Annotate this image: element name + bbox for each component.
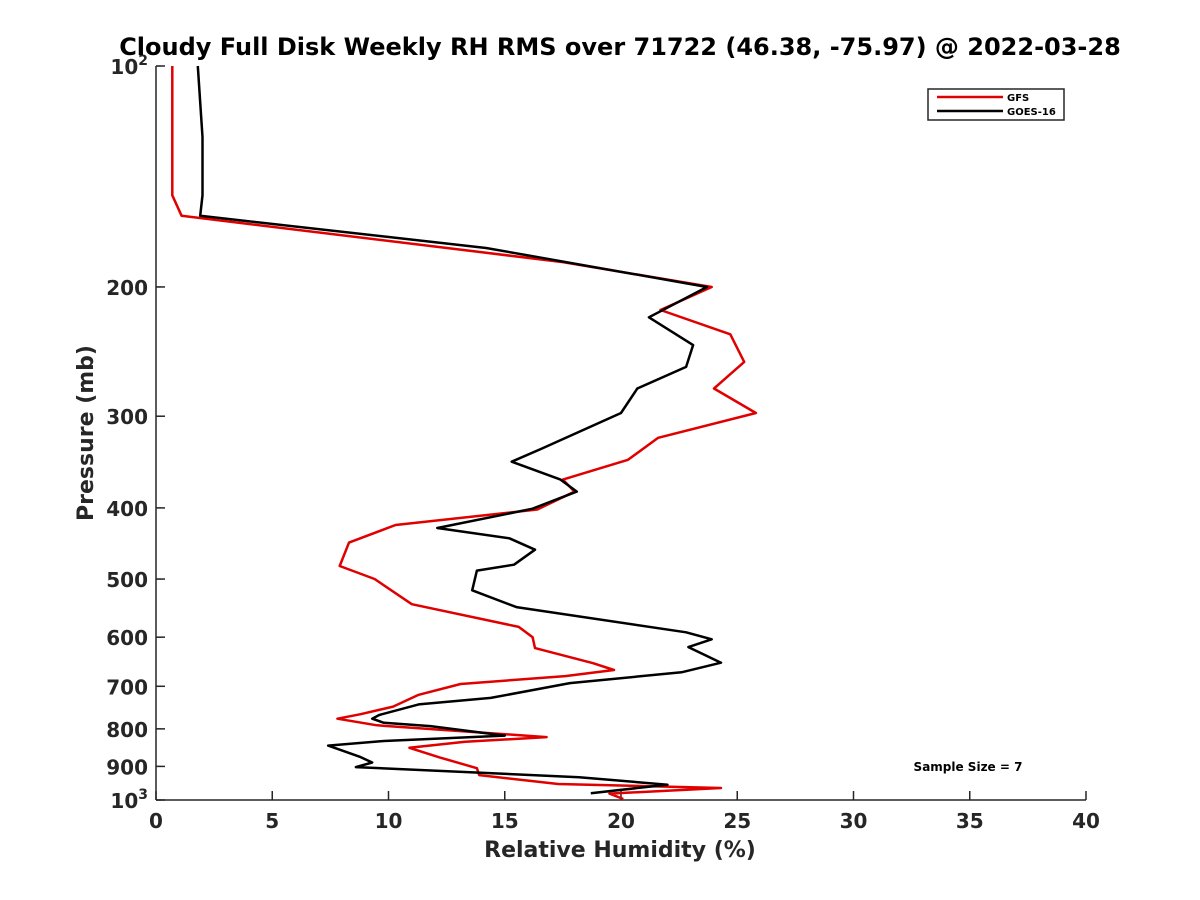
x-tick-label: 0 [149, 809, 163, 833]
series-line-gfs [171, 66, 758, 801]
legend-label-gfs: GFS [1007, 93, 1029, 104]
y-tick-label: 400 [106, 497, 148, 521]
x-axis-ticks: 0 5 10 15 20 25 30 35 40 [149, 791, 1100, 833]
series-line-goes16 [196, 65, 723, 795]
y-tick-label: 102 [110, 53, 148, 79]
series-lines [171, 65, 758, 801]
x-tick-label: 40 [1072, 809, 1100, 833]
legend-box [927, 88, 1065, 121]
sample-size-annotation: Sample Size = 7 [914, 760, 1023, 774]
y-tick-label: 800 [106, 718, 148, 742]
y-tick-label: 500 [106, 568, 148, 592]
y-tick-label: 200 [106, 276, 148, 300]
x-tick-label: 20 [607, 809, 635, 833]
y-tick-label: 900 [106, 755, 148, 779]
axes: 0 5 10 15 20 25 30 35 40 102 200 300 400 500 600 700 80… [106, 53, 1100, 833]
x-tick-label: 10 [375, 809, 403, 833]
y-tick-label: 700 [106, 675, 148, 699]
legend-label-goes16: GOES-16 [1007, 107, 1056, 118]
x-tick-label: 25 [723, 809, 751, 833]
y-tick-label: 300 [106, 405, 148, 429]
x-tick-label: 5 [265, 809, 279, 833]
legend: GFS GOES-16 [927, 88, 1065, 121]
y-axis-ticks: 102 200 300 400 500 600 700 800 900 103 [106, 53, 165, 813]
y-axis-label: Pressure (mb) [74, 345, 99, 521]
y-tick-label: 600 [106, 626, 148, 650]
x-tick-label: 30 [840, 809, 868, 833]
x-tick-label: 15 [491, 809, 519, 833]
chart-title: Cloudy Full Disk Weekly RH RMS over 7172… [119, 33, 1121, 61]
y-tick-label: 103 [110, 787, 148, 813]
x-tick-label: 35 [956, 809, 984, 833]
x-axis-label: Relative Humidity (%) [484, 838, 756, 863]
